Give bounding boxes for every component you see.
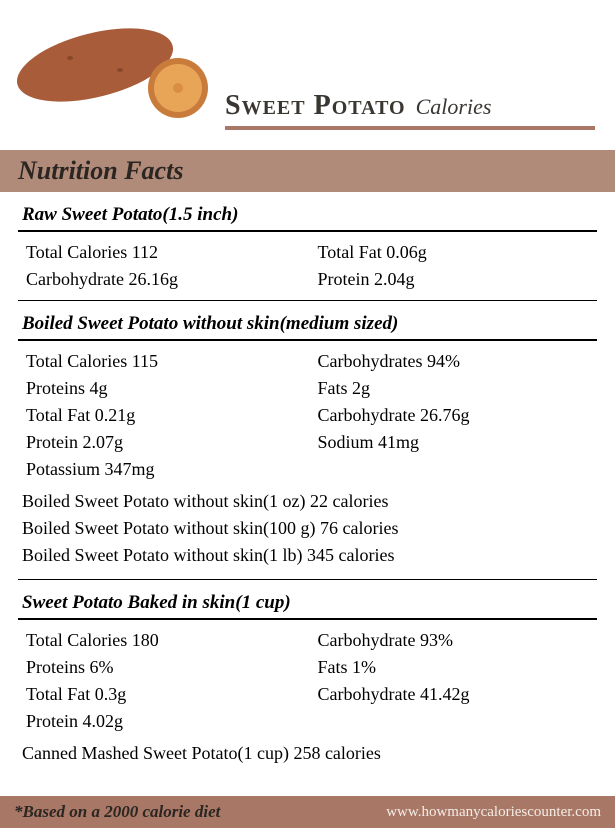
fact-cell: Carbohydrate 93% [318, 630, 590, 651]
extra-line: Boiled Sweet Potato without skin(1 lb) 3… [22, 542, 589, 569]
fact-cell: Carbohydrates 94% [318, 351, 590, 372]
footer-note: *Based on a 2000 calorie diet [14, 802, 220, 822]
fact-cell: Total Fat 0.21g [26, 405, 298, 426]
fact-cell: Total Calories 112 [26, 242, 298, 263]
footer-bar: *Based on a 2000 calorie diet www.howman… [0, 796, 615, 828]
fact-cell: Proteins 4g [26, 378, 298, 399]
fact-cell: Protein 4.02g [26, 711, 298, 732]
fact-cell: Total Calories 115 [26, 351, 298, 372]
page-title: Sweet Potato [225, 90, 406, 121]
baked-extras: Canned Mashed Sweet Potato(1 cup) 258 ca… [18, 736, 597, 777]
fact-cell: Proteins 6% [26, 657, 298, 678]
fact-cell: Carbohydrate 41.42g [318, 684, 590, 705]
fact-cell [318, 711, 590, 732]
boiled-heading: Boiled Sweet Potato without skin(medium … [18, 301, 597, 341]
sweet-potato-image [10, 10, 220, 130]
extra-line: Canned Mashed Sweet Potato(1 cup) 258 ca… [22, 740, 589, 767]
fact-cell: Carbohydrate 26.76g [318, 405, 590, 426]
boiled-grid: Total Calories 115 Carbohydrates 94% Pro… [18, 341, 597, 484]
fact-cell [318, 459, 590, 480]
title-block: Sweet Potato Calories [225, 90, 595, 130]
content: Raw Sweet Potato(1.5 inch) Total Calorie… [0, 192, 615, 777]
extra-line: Boiled Sweet Potato without skin(100 g) … [22, 515, 589, 542]
title-underline [225, 126, 595, 130]
baked-heading: Sweet Potato Baked in skin(1 cup) [18, 580, 597, 620]
fact-cell: Fats 2g [318, 378, 590, 399]
boiled-extras: Boiled Sweet Potato without skin(1 oz) 2… [18, 484, 597, 580]
footer-url: www.howmanycaloriescounter.com [386, 804, 601, 821]
page-subtitle: Calories [416, 94, 492, 119]
fact-cell: Total Fat 0.06g [318, 242, 590, 263]
header: Sweet Potato Calories [0, 0, 615, 150]
fact-cell: Total Fat 0.3g [26, 684, 298, 705]
raw-heading: Raw Sweet Potato(1.5 inch) [18, 192, 597, 232]
extra-line: Boiled Sweet Potato without skin(1 oz) 2… [22, 488, 589, 515]
baked-grid: Total Calories 180 Carbohydrate 93% Prot… [18, 620, 597, 736]
fact-cell: Sodium 41mg [318, 432, 590, 453]
fact-cell: Fats 1% [318, 657, 590, 678]
fact-cell: Carbohydrate 26.16g [26, 269, 298, 290]
fact-cell: Total Calories 180 [26, 630, 298, 651]
raw-grid: Total Calories 112 Total Fat 0.06g Carbo… [18, 232, 597, 301]
fact-cell: Potassium 347mg [26, 459, 298, 480]
fact-cell: Protein 2.07g [26, 432, 298, 453]
fact-cell: Protein 2.04g [318, 269, 590, 290]
nutrition-facts-heading: Nutrition Facts [0, 150, 615, 192]
